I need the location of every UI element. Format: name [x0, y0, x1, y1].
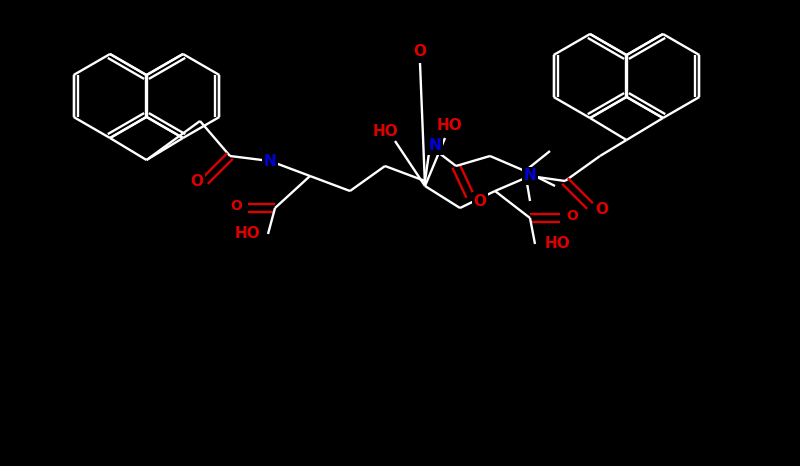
Text: O: O [595, 201, 609, 217]
Text: HO: HO [372, 123, 398, 138]
Text: O: O [566, 209, 578, 223]
Text: N: N [429, 138, 442, 153]
Text: HO: HO [544, 237, 570, 252]
Text: N: N [524, 169, 536, 184]
Text: O: O [190, 173, 203, 189]
Text: HO: HO [235, 226, 261, 241]
Text: HO: HO [437, 118, 463, 133]
Text: O: O [474, 193, 486, 208]
Text: O: O [414, 43, 426, 59]
Text: N: N [264, 153, 276, 169]
Text: O: O [230, 199, 242, 213]
